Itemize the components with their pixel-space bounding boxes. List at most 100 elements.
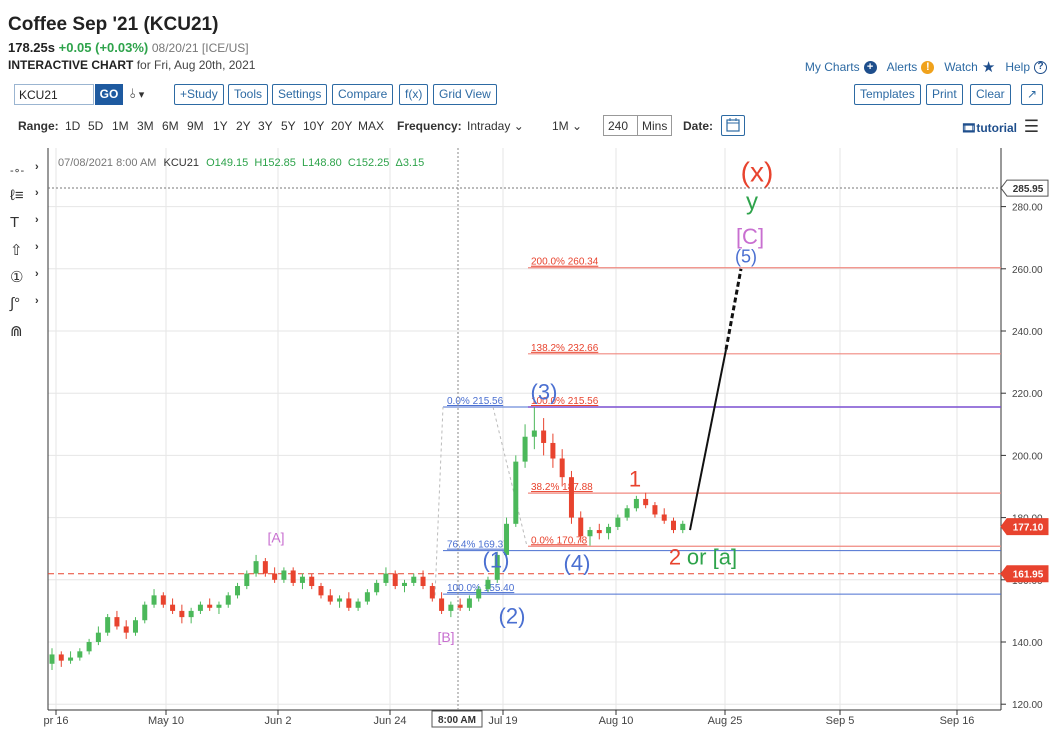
settings-button[interactable]: Settings bbox=[272, 84, 328, 105]
go-button[interactable]: GO bbox=[95, 84, 123, 105]
wave-label: [B] bbox=[437, 629, 454, 645]
candle-body bbox=[541, 430, 547, 443]
calendar-button[interactable] bbox=[721, 115, 745, 136]
price-chart[interactable]: 0.0% 215.56 76.4% 169.37 100.0% 155.40 200.… bbox=[0, 140, 1061, 745]
y-tick-label: 120.00 bbox=[1012, 700, 1043, 711]
minutes-input[interactable]: 240 bbox=[603, 115, 638, 136]
my-charts-link[interactable]: My Charts + bbox=[805, 58, 877, 76]
price-badge-label: 285.95 bbox=[1013, 184, 1044, 195]
range-5y[interactable]: 5Y bbox=[281, 119, 296, 133]
fib-right-label: 100.0% 215.56 bbox=[531, 396, 599, 407]
interactive-chart-title: INTERACTIVE CHART for Fri, Aug 20th, 202… bbox=[8, 58, 255, 72]
print-button[interactable]: Print bbox=[926, 84, 963, 105]
wave-count-tool[interactable]: ① › bbox=[10, 268, 44, 286]
price-badge-label: 161.95 bbox=[1013, 570, 1044, 581]
watch-link[interactable]: Watch ★ bbox=[944, 59, 996, 76]
candle-body bbox=[411, 576, 417, 583]
wave-label: [A] bbox=[267, 529, 284, 545]
candle-body bbox=[606, 526, 612, 534]
range-10y[interactable]: 10Y bbox=[303, 119, 325, 133]
candle-body bbox=[188, 610, 194, 618]
price-badge-shape bbox=[1000, 518, 1049, 536]
crosshair-x-box bbox=[431, 710, 483, 728]
candle-body bbox=[522, 436, 528, 462]
fib-tool[interactable]: ℓ≡ › bbox=[10, 187, 44, 204]
expand-button[interactable]: ↗ bbox=[1021, 84, 1044, 105]
chart-type-select[interactable]: ⫰ ▾ bbox=[130, 86, 144, 102]
candles bbox=[49, 407, 686, 670]
menu-icon[interactable]: ☰ bbox=[1023, 117, 1039, 136]
drawing-toolbar: -∘- › ℓ≡ › T › ⇧ › ① › ∫° › ⋒ bbox=[0, 148, 48, 368]
price-badge-shape bbox=[1000, 565, 1049, 583]
arrow-up-icon: ⇧ bbox=[10, 242, 23, 259]
candle-body bbox=[68, 657, 74, 661]
calendar-icon bbox=[726, 118, 740, 132]
candle-body bbox=[568, 477, 574, 518]
x-tick-label: Jun 2 bbox=[265, 715, 292, 727]
wave-label: 1 bbox=[629, 467, 641, 492]
candle-body bbox=[318, 586, 324, 596]
frequency-label: Frequency: bbox=[397, 119, 462, 133]
arrow-tool[interactable]: ⇧ › bbox=[10, 241, 44, 259]
wave-labels: [A] [B] (1) (2) (3) (4) (5) 1 2 or [a] [C] y(x) bbox=[267, 157, 773, 645]
x-axis-ticks: pr 16 May 10 Jun 2 Jun 24 Jul 19 Aug 10 Aug 25… bbox=[43, 710, 974, 727]
range-3m[interactable]: 3M bbox=[137, 119, 154, 133]
range-6m[interactable]: 6M bbox=[162, 119, 179, 133]
frequency-select[interactable]: Intraday ⌄ bbox=[467, 119, 524, 133]
compare-button[interactable]: Compare bbox=[332, 84, 394, 105]
page-title: Coffee Sep '21 (KCU21) bbox=[8, 14, 219, 35]
range-20y[interactable]: 20Y bbox=[331, 119, 353, 133]
candle-body bbox=[652, 505, 658, 515]
range-3y[interactable]: 3Y bbox=[258, 119, 273, 133]
range-max[interactable]: MAX bbox=[358, 119, 385, 133]
path-tool-icon: ∫° bbox=[10, 295, 21, 312]
magnet-tool[interactable]: ⋒ bbox=[10, 322, 44, 340]
grid-view-button[interactable]: Grid View bbox=[433, 84, 497, 105]
range-1d[interactable]: 1D bbox=[65, 119, 81, 133]
alerts-link[interactable]: Alerts! bbox=[887, 58, 935, 76]
range-1y[interactable]: 1Y bbox=[213, 119, 228, 133]
price-badge-shape bbox=[1000, 179, 1049, 197]
line-tool[interactable]: -∘- › bbox=[10, 161, 44, 178]
study-button[interactable]: +Study bbox=[174, 84, 224, 105]
candle-body bbox=[86, 642, 92, 652]
candle-body bbox=[58, 654, 64, 661]
candle-body bbox=[429, 586, 435, 599]
candle-body bbox=[494, 554, 500, 580]
fx-button[interactable]: f(x) bbox=[399, 84, 429, 105]
wave-label: (3) bbox=[531, 379, 558, 404]
expand-icon: ↗ bbox=[1027, 87, 1038, 101]
tools-button[interactable]: Tools bbox=[228, 84, 269, 105]
candle-body bbox=[680, 523, 686, 531]
candle-body bbox=[504, 523, 510, 555]
film-icon: 🎞 bbox=[961, 121, 977, 135]
star-icon: ★ bbox=[981, 59, 996, 76]
alert-icon: ! bbox=[921, 60, 935, 74]
fib-left-label: 0.0% 215.56 bbox=[447, 396, 504, 407]
candle-body bbox=[346, 598, 352, 608]
candle-body bbox=[170, 604, 176, 611]
text-tool-icon: T bbox=[10, 214, 20, 231]
range-5d[interactable]: 5D bbox=[88, 119, 104, 133]
crosshair: 8:00 AM bbox=[431, 148, 483, 728]
candle-body bbox=[262, 561, 268, 574]
fib-connector bbox=[492, 406, 528, 547]
price-badges: 285.95 177.10 161.95 bbox=[1000, 179, 1049, 583]
range-2y[interactable]: 2Y bbox=[236, 119, 251, 133]
range-9m[interactable]: 9M bbox=[187, 119, 204, 133]
templates-button[interactable]: Templates bbox=[854, 84, 921, 105]
interval-select[interactable]: 1M ⌄ bbox=[552, 119, 583, 133]
crosshair-x-label: 8:00 AM bbox=[438, 715, 476, 726]
chevron-right-icon: › bbox=[35, 295, 39, 307]
wave-label: or [a] bbox=[687, 544, 737, 569]
candle-body bbox=[235, 586, 241, 596]
tutorial-link[interactable]: 🎞tutorial bbox=[961, 121, 1017, 135]
clear-button[interactable]: Clear bbox=[970, 84, 1011, 105]
path-tool[interactable]: ∫° › bbox=[10, 295, 44, 312]
text-tool[interactable]: T › bbox=[10, 214, 44, 231]
help-link[interactable]: Help? bbox=[1005, 58, 1047, 76]
range-1m[interactable]: 1M bbox=[112, 119, 129, 133]
candle-body bbox=[661, 514, 667, 521]
wave-label: (2) bbox=[499, 603, 526, 628]
symbol-input[interactable]: KCU21 bbox=[14, 84, 94, 105]
